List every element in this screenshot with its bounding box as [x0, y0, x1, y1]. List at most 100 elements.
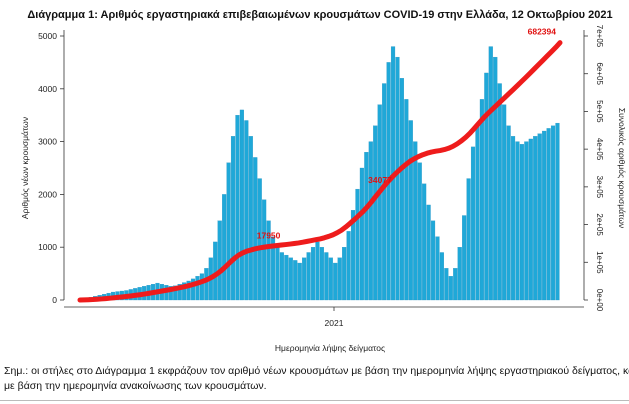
bar-33 [226, 162, 231, 301]
left-tick-label-1: 1000 [38, 242, 57, 252]
bar-80 [435, 236, 440, 301]
bar-68 [382, 83, 387, 301]
bar-43 [270, 236, 276, 301]
divider [0, 400, 629, 401]
bar-45 [279, 252, 284, 301]
bar-54 [319, 247, 324, 301]
bar-84 [453, 268, 458, 301]
right-tick-label-3: 3e+05 [595, 176, 604, 199]
right-tick-label-7: 7e+05 [595, 25, 604, 48]
right-tick-label-1: 1e+05 [595, 251, 604, 274]
bar-32 [222, 194, 227, 301]
bar-62 [355, 188, 360, 301]
bars-group [79, 46, 560, 301]
bar-55 [324, 252, 329, 301]
bar-61 [350, 210, 356, 301]
bar-89 [475, 125, 480, 301]
bar-97 [510, 136, 516, 301]
bar-27 [199, 273, 204, 301]
bar-95 [502, 104, 507, 301]
bar-99 [519, 144, 524, 301]
bar-73 [404, 99, 409, 301]
bar-106 [550, 125, 556, 301]
bar-72 [399, 78, 404, 301]
bar-103 [537, 133, 542, 301]
bar-76 [417, 162, 422, 301]
bar-25 [190, 278, 196, 301]
bar-79 [430, 220, 436, 301]
bar-28 [204, 268, 209, 301]
bar-83 [448, 276, 453, 301]
bar-44 [275, 247, 280, 301]
bar-75 [413, 141, 418, 301]
left-tick-label-4: 4000 [38, 84, 57, 94]
bar-38 [248, 136, 253, 301]
bar-100 [524, 141, 529, 301]
bar-36 [239, 109, 244, 301]
bar-48 [293, 260, 298, 301]
left-tick-label-3: 3000 [38, 137, 57, 147]
bar-58 [337, 257, 342, 301]
bar-92 [488, 46, 493, 301]
bar-67 [377, 104, 382, 301]
left-tick-label-0: 0 [52, 295, 57, 305]
bar-49 [297, 262, 302, 301]
left-tick-label-2: 2000 [38, 189, 57, 199]
bar-86 [462, 215, 467, 301]
bar-53 [315, 241, 320, 301]
bar-60 [346, 231, 351, 301]
bar-34 [230, 136, 236, 301]
bar-78 [426, 204, 431, 301]
data-labels-group: 682394 34077 17950 [257, 27, 557, 241]
bar-39 [253, 157, 258, 301]
bar-50 [302, 257, 307, 301]
bar-88 [470, 146, 476, 301]
bar-47 [288, 257, 293, 301]
right-tick-label-2: 2e+05 [595, 213, 604, 236]
bar-93 [493, 56, 498, 301]
data-label-1: 34077 [368, 175, 392, 185]
bar-104 [542, 130, 547, 301]
footnote-line-2: με βάση την ημερομηνία ανακοίνωσης των κ… [4, 380, 267, 392]
right-tick-label-4: 4e+05 [595, 138, 604, 161]
bar-90 [479, 99, 484, 301]
left-tick-label-5: 5000 [38, 31, 57, 41]
bar-107 [555, 122, 560, 301]
bar-24 [186, 280, 191, 301]
bar-94 [497, 83, 502, 301]
bar-30 [213, 241, 218, 301]
bar-105 [546, 128, 551, 301]
right-tick-label-6: 6e+05 [595, 62, 604, 85]
bar-52 [310, 247, 316, 301]
bar-66 [373, 125, 378, 301]
bar-63 [359, 167, 364, 301]
bar-22 [177, 284, 182, 301]
bar-77 [422, 183, 427, 301]
bar-85 [457, 247, 462, 301]
bar-51 [306, 252, 311, 301]
cumulative-line-group [77, 40, 563, 303]
x-axis-title: Ημερομηνία λήψης δείγματος [275, 343, 385, 353]
bar-65 [368, 141, 373, 301]
bar-26 [195, 276, 200, 301]
bar-74 [408, 120, 413, 301]
bar-31 [217, 220, 222, 301]
right-y-axis-title: Συνολικός αριθμός κρουσμάτων [617, 108, 627, 228]
bar-56 [328, 257, 333, 301]
bar-102 [533, 136, 538, 301]
bar-96 [506, 125, 511, 301]
bar-59 [342, 247, 347, 301]
bar-98 [515, 141, 520, 301]
bar-87 [466, 178, 471, 301]
right-y-ticks: 0e+00 1e+05 2e+05 3e+05 4e+05 5e+05 6e+05 7e+05 [584, 25, 604, 312]
bar-82 [444, 268, 449, 301]
bar-64 [364, 152, 369, 301]
bar-81 [439, 252, 444, 301]
data-label-0: 682394 [528, 27, 557, 37]
bar-101 [528, 138, 533, 301]
bar-35 [235, 115, 240, 301]
left-y-axis-title: Αριθμός νέων κρουσμάτων [20, 117, 30, 219]
data-label-2: 17950 [257, 231, 281, 241]
bar-57 [333, 262, 338, 301]
